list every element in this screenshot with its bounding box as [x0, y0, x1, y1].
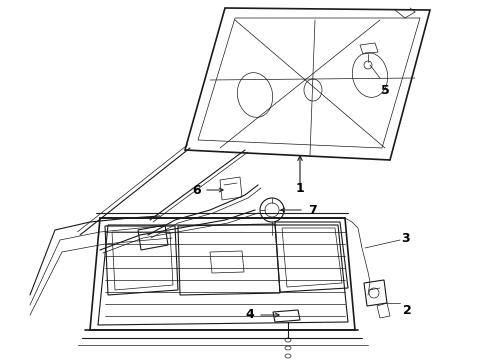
Text: 7: 7: [308, 203, 317, 216]
Text: 1: 1: [295, 181, 304, 194]
Text: 6: 6: [193, 184, 201, 197]
Text: 4: 4: [245, 309, 254, 321]
Text: 5: 5: [381, 84, 390, 96]
Text: 3: 3: [401, 231, 409, 244]
Text: 2: 2: [403, 303, 412, 316]
